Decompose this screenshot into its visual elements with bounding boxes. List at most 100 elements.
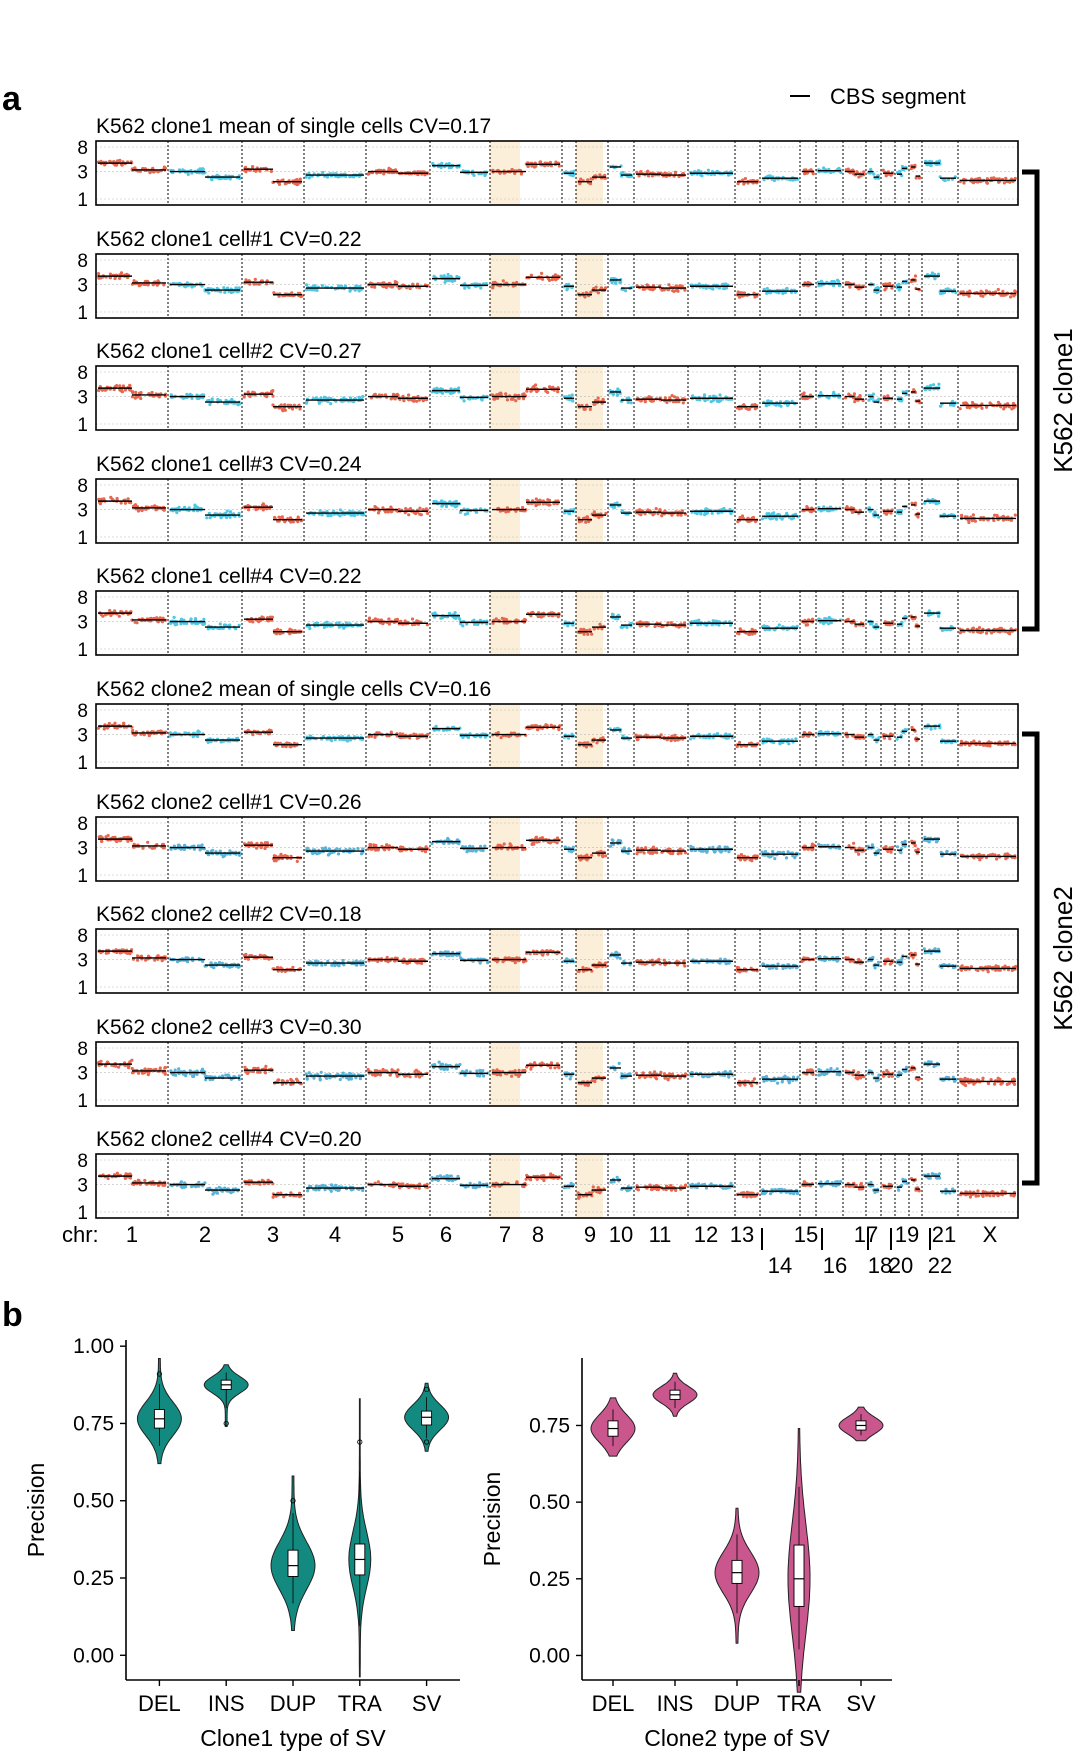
cn-point xyxy=(667,283,671,287)
cn-point xyxy=(618,280,622,285)
cn-point xyxy=(536,728,540,732)
cn-point xyxy=(190,285,194,289)
cn-point xyxy=(208,516,212,520)
cn-point xyxy=(625,625,629,630)
cn-point xyxy=(971,513,976,517)
cn-point xyxy=(387,617,391,621)
cn-point xyxy=(224,402,229,406)
cn-point xyxy=(500,616,504,620)
cn-point xyxy=(696,169,701,173)
cn-point xyxy=(118,388,122,392)
cn-point xyxy=(407,513,411,517)
cn-point xyxy=(237,286,241,290)
cn-point xyxy=(226,286,230,290)
cn-point xyxy=(179,617,184,621)
cn-point xyxy=(179,622,183,626)
cn-point xyxy=(750,632,754,636)
cn-point xyxy=(1013,289,1017,293)
cn-point xyxy=(680,509,685,513)
cn-point xyxy=(1012,294,1016,298)
y-tick-label: 3 xyxy=(77,276,88,297)
cn-point xyxy=(115,384,119,388)
cn-point xyxy=(998,626,1002,630)
cn-point xyxy=(1002,181,1007,185)
cn-point xyxy=(584,520,588,524)
cn-point xyxy=(529,389,533,393)
cn-point xyxy=(800,392,804,396)
cn-point xyxy=(412,732,416,736)
cn-point xyxy=(740,406,744,410)
cn-point xyxy=(629,401,633,405)
cn-point xyxy=(278,516,282,520)
cn-point xyxy=(943,179,947,183)
cn-point xyxy=(391,285,395,289)
cn-point xyxy=(579,177,583,181)
cn-point xyxy=(298,407,302,411)
cn-point xyxy=(790,399,794,403)
cn-point xyxy=(268,615,273,619)
cn-point xyxy=(318,509,322,513)
cn-point xyxy=(598,622,602,626)
cn-point xyxy=(277,182,282,186)
cn-point xyxy=(743,177,748,181)
cn-point xyxy=(248,619,252,623)
cn-point xyxy=(273,515,277,520)
cn-point xyxy=(567,512,572,516)
cn-point xyxy=(373,392,377,396)
cn-point xyxy=(196,621,200,626)
cn-point xyxy=(877,287,881,291)
cn-point xyxy=(886,394,890,398)
cn-point xyxy=(553,273,558,277)
cn-point xyxy=(846,617,850,621)
cn-point xyxy=(444,504,449,509)
cn-point xyxy=(224,623,228,627)
cn-point xyxy=(572,507,576,511)
cn-point xyxy=(202,622,206,626)
cn-point xyxy=(139,396,143,401)
cn-point xyxy=(979,631,983,635)
cn-point xyxy=(326,514,330,518)
cn-point xyxy=(418,512,422,516)
y-tick-label: 3 xyxy=(77,163,88,184)
cn-point xyxy=(703,393,707,397)
track-frame xyxy=(95,253,1019,319)
cn-point xyxy=(571,174,575,178)
highlight-band xyxy=(576,704,603,768)
cn-point xyxy=(750,403,754,407)
cn-point xyxy=(467,286,471,290)
cn-point xyxy=(319,396,323,400)
cn-point xyxy=(679,513,683,517)
cn-point xyxy=(774,517,779,521)
cn-point xyxy=(440,161,444,166)
cn-point xyxy=(673,170,678,174)
highlight-band xyxy=(576,254,603,318)
cn-point xyxy=(590,177,595,181)
cn-point xyxy=(281,409,285,413)
cn-point xyxy=(869,167,873,171)
y-tick-label: 1 xyxy=(77,190,88,211)
cn-point xyxy=(251,390,255,394)
cn-point xyxy=(582,407,586,411)
cn-point xyxy=(201,167,205,171)
cn-point xyxy=(711,287,715,291)
cn-point xyxy=(913,163,917,167)
cn-point xyxy=(857,395,861,399)
cn-point xyxy=(968,289,972,293)
cn-point xyxy=(670,394,674,398)
cn-point xyxy=(645,283,649,287)
track-title: K562 clone1 cell#4 CV=0.22 xyxy=(96,565,362,588)
cn-point xyxy=(123,501,127,505)
cn-point xyxy=(357,289,361,293)
cn-point xyxy=(329,402,333,406)
cn-point xyxy=(113,609,117,613)
cn-track: K562 clone1 mean of single cells CV=0.17… xyxy=(77,115,1019,211)
cn-point xyxy=(494,617,498,621)
cn-point xyxy=(255,282,259,286)
cn-point xyxy=(992,176,996,180)
cn-point xyxy=(614,280,618,284)
cn-point xyxy=(996,400,1001,404)
cn-point xyxy=(699,512,703,516)
cn-point xyxy=(321,172,325,176)
cn-point xyxy=(837,284,842,288)
